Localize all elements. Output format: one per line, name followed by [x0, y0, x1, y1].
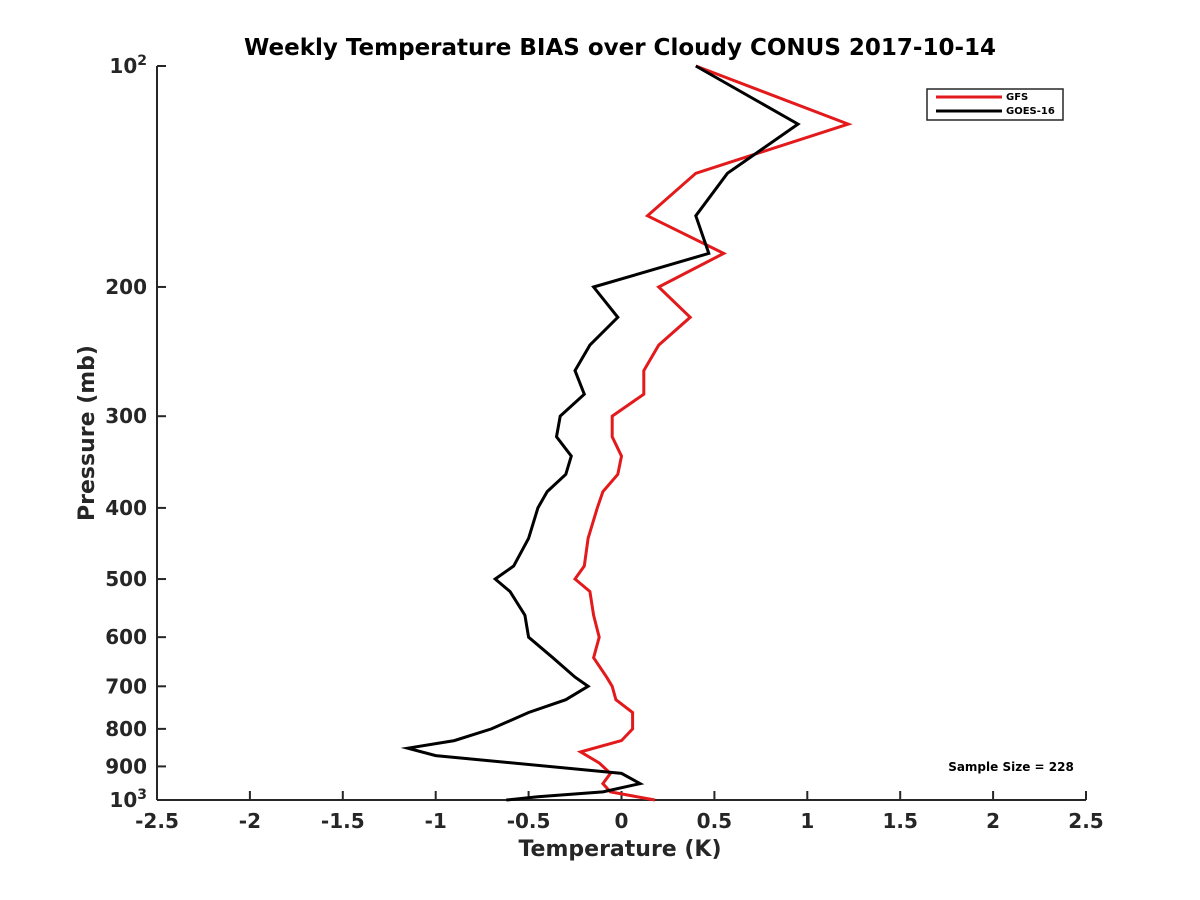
y-tick-label: 600	[105, 625, 147, 649]
y-tick-label: 700	[105, 674, 147, 698]
y-tick-label: 300	[105, 404, 147, 428]
legend-label-goes16: GOES-16	[1006, 106, 1055, 117]
legend-label-gfs: GFS	[1006, 92, 1028, 103]
x-tick-label: 1	[800, 809, 814, 833]
x-tick-label: -1.5	[321, 809, 365, 833]
x-tick-label: 0	[615, 809, 629, 833]
x-tick-label: -1	[425, 809, 447, 833]
x-tick-label: 2	[986, 809, 1000, 833]
x-tick-label: 1.5	[882, 809, 917, 833]
y-tick-label: 800	[105, 717, 147, 741]
x-tick-label: -2.5	[135, 809, 179, 833]
y-tick-label: 500	[105, 567, 147, 591]
legend: GFS GOES-16	[926, 88, 1064, 121]
series-line-goes16	[400, 64, 801, 802]
y-tick-label: 102	[109, 53, 147, 78]
x-axis-label: Temperature (K)	[518, 837, 721, 862]
plot-area: -2.5 -2 -1.5 -1 -0.5 0 0.5 1 1.5 2 2.5 102 200 300 400…	[105, 53, 1103, 833]
series-line-gfs	[572, 64, 853, 802]
chart-title: Weekly Temperature BIAS over Cloudy CONU…	[244, 35, 996, 61]
x-tick-label: 0.5	[697, 809, 732, 833]
y-tick-label: 900	[105, 754, 147, 778]
legend-box	[926, 88, 1064, 121]
x-tick-label: 2.5	[1068, 809, 1103, 833]
sample-size-annotation: Sample Size = 228	[948, 760, 1074, 774]
y-tick-label: 400	[105, 496, 147, 520]
x-tick-label: -0.5	[507, 809, 551, 833]
y-axis-label: Pressure (mb)	[75, 345, 100, 521]
x-tick-label: -2	[239, 809, 261, 833]
y-tick-label: 200	[105, 275, 147, 299]
y-tick-label: 103	[109, 787, 147, 812]
